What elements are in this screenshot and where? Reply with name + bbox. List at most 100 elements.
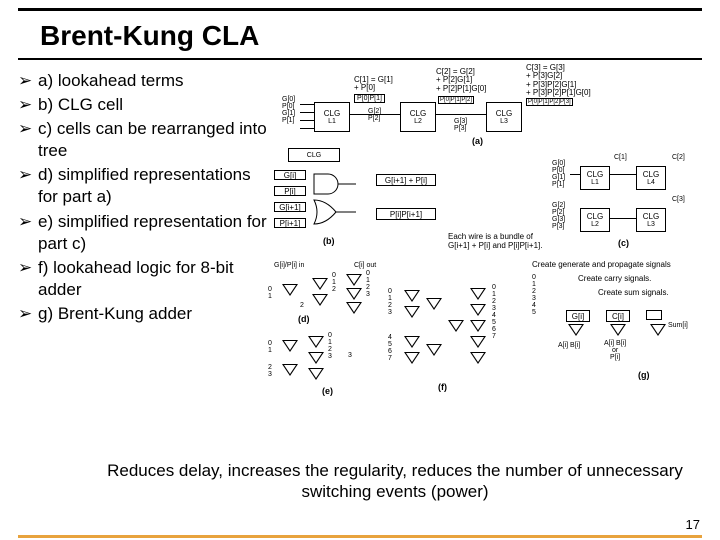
triangle-icon: [404, 306, 420, 318]
equation: C[2] = G[2] + P[2]G[1] + P[2]P[1]G[0]: [436, 68, 486, 93]
wire: [610, 174, 636, 175]
sig-box: P[i]: [274, 186, 306, 196]
page-number: 17: [686, 517, 700, 532]
triangle-icon: [346, 274, 362, 286]
wire: [570, 174, 580, 175]
clg-box: CLGL4: [636, 166, 666, 190]
part-label-e: (e): [322, 386, 333, 396]
xor-box-icon: [646, 310, 662, 320]
sig-label: G[2]P[2]: [368, 108, 381, 122]
summary-text: Reduces delay, increases the regularity,…: [100, 460, 690, 503]
equation: C[1] = G[1] + P[0]: [354, 76, 393, 93]
triangle-icon: [470, 304, 486, 316]
sig-label: G[2]P[2] G[3]P[3]: [552, 202, 565, 230]
bullet-item: a) lookahead terms: [18, 70, 268, 92]
diagram-region: G[0] P[0] G[1] P[1] CLGL1 C[1] = G[1] + …: [268, 74, 708, 454]
g-num: 012345: [532, 274, 536, 316]
sig-box: P[i+1]: [274, 218, 306, 228]
triangle-icon: [308, 368, 324, 380]
top-rule: [18, 8, 702, 11]
triangle-icon: [470, 288, 486, 300]
triangle-icon: [312, 294, 328, 306]
sig-label: Sum[i]: [668, 322, 688, 329]
bottom-rule: [18, 535, 702, 538]
c-out: C[1]: [614, 154, 627, 161]
sig-label: G[3]P[3]: [454, 118, 467, 132]
sig-box: G[i]: [274, 170, 306, 180]
triangle-icon: [426, 298, 442, 310]
triangle-icon: [404, 336, 420, 348]
sig-label: G[0] P[0] G[1] P[1]: [282, 96, 295, 124]
c-out: C[2]: [672, 154, 685, 161]
triangle-icon: [470, 320, 486, 332]
sig-small: P[0]P[1]P[2]P[3]: [526, 98, 573, 106]
sig-box: C[i]: [606, 310, 630, 322]
clg-box: CLGL2: [580, 208, 610, 232]
d-out-label: C[i] out: [354, 262, 376, 269]
triangle-icon: [610, 324, 626, 336]
triangle-icon: [308, 336, 324, 348]
equation: C[3] = G[3] + P[3]G[2] + P[3]P[2]G[1] + …: [526, 64, 591, 98]
clg-box: CLGL1: [580, 166, 610, 190]
d-num: 0123: [366, 270, 370, 298]
clg-box: CLGL3: [636, 208, 666, 232]
triangle-icon: [312, 278, 328, 290]
triangle-icon: [448, 320, 464, 332]
triangle-icon: [404, 290, 420, 302]
wire: [300, 104, 314, 105]
d-num: 2: [300, 302, 304, 309]
part-label-b: (b): [323, 236, 335, 246]
triangle-icon: [404, 352, 420, 364]
bullet-item: e) simplified representation for part c): [18, 211, 268, 255]
sig-label: A[i] B[i] or P[i]: [604, 340, 626, 361]
c-out: C[3]: [672, 196, 685, 203]
sig-small: P[0]P[1]P[2]: [438, 96, 474, 104]
wire: [300, 120, 314, 121]
page-title: Brent-Kung CLA: [40, 20, 259, 52]
wire: [610, 218, 636, 219]
sig-box: P[i]P[i+1]: [376, 208, 436, 220]
bullet-item: c) cells can be rearranged into tree: [18, 118, 268, 162]
bullet-item: f) lookahead logic for 8-bit adder: [18, 257, 268, 301]
triangle-icon: [470, 336, 486, 348]
note-sum: Create sum signals.: [598, 288, 669, 297]
wire: [436, 114, 486, 115]
e-num: 3: [348, 352, 352, 359]
sig-box: G[i]: [566, 310, 590, 322]
wire: [300, 112, 314, 113]
e-num: 0123: [328, 332, 332, 360]
e-num: 0 1: [268, 340, 272, 354]
triangle-icon: [650, 324, 666, 336]
triangle-icon: [426, 344, 442, 356]
f-num: 01234567: [492, 284, 496, 340]
wire: [300, 128, 314, 129]
part-label-g: (g): [638, 370, 650, 380]
title-rule: [18, 58, 702, 60]
clg-b: CLG: [288, 148, 340, 162]
note-carry: Create carry signals.: [578, 274, 651, 283]
clg-box: CLGL2: [400, 102, 436, 132]
sig-label: G[0]P[0] G[1]P[1]: [552, 160, 565, 188]
clg-box: CLGL1: [314, 102, 350, 132]
f-num: 4567: [388, 334, 392, 362]
part-label-a: (a): [472, 136, 483, 146]
d-num: 012: [332, 272, 336, 293]
bullet-list: a) lookahead terms b) CLG cell c) cells …: [18, 70, 268, 327]
sig-box: G[i+1] + P[i]: [376, 174, 436, 186]
bullet-item: g) Brent-Kung adder: [18, 303, 268, 325]
triangle-icon: [282, 364, 298, 376]
triangle-icon: [470, 352, 486, 364]
part-label-d: (d): [298, 314, 310, 324]
f-num: 0123: [388, 288, 392, 316]
part-label-f: (f): [438, 382, 447, 392]
bullet-item: d) simplified representations for part a…: [18, 164, 268, 208]
triangle-icon: [282, 340, 298, 352]
e-num: 2 3: [268, 364, 272, 378]
triangle-icon: [346, 288, 362, 300]
clg-box: CLGL3: [486, 102, 522, 132]
triangle-icon: [308, 352, 324, 364]
triangle-icon: [346, 302, 362, 314]
part-label-c: (c): [618, 238, 629, 248]
d-num: 01: [268, 286, 272, 300]
sig-small: P[0]P[1]: [354, 94, 385, 103]
